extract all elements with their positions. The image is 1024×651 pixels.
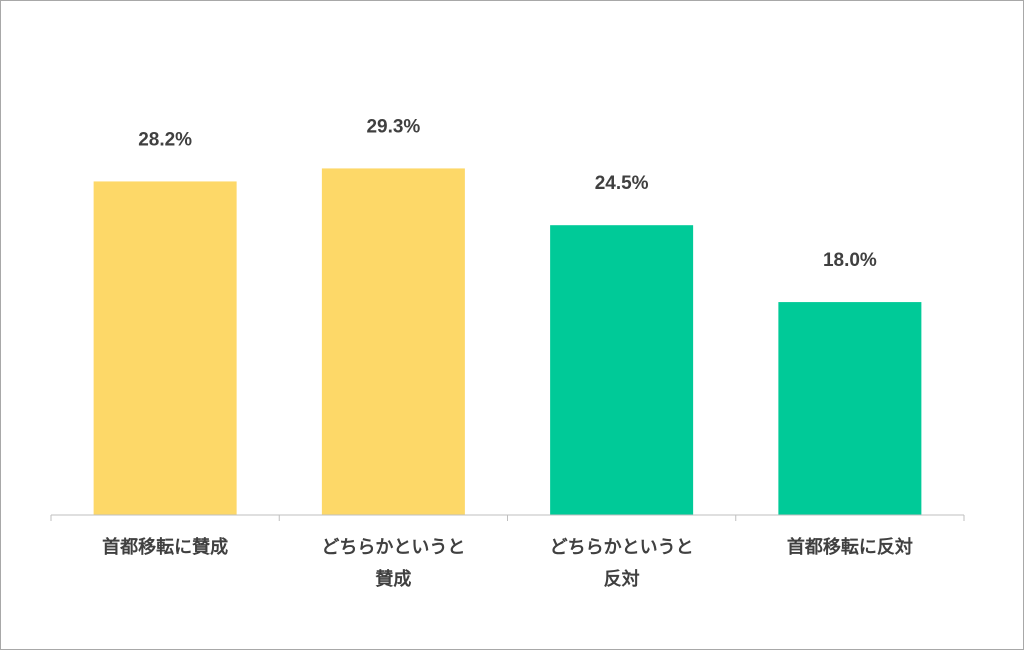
data-label-3: 24.5% <box>595 173 649 194</box>
category-label-2-line-1: どちらかというと <box>321 537 465 558</box>
category-label-3-line-1: どちらかというと <box>550 537 694 558</box>
data-label-1: 28.2% <box>138 129 192 150</box>
data-label-2: 29.3% <box>366 116 420 137</box>
data-label-4: 18.0% <box>823 250 877 271</box>
bar-2 <box>321 168 465 515</box>
category-label-1: 首都移転に賛成 <box>102 536 228 558</box>
bar-4 <box>778 302 922 515</box>
category-label-2-line-2: 賛成 <box>375 568 411 590</box>
category-label-3-line-2: 反対 <box>604 568 640 590</box>
bar-3 <box>550 225 694 515</box>
bar-1 <box>93 181 237 516</box>
category-label-4: 首都移転に反対 <box>787 536 913 558</box>
